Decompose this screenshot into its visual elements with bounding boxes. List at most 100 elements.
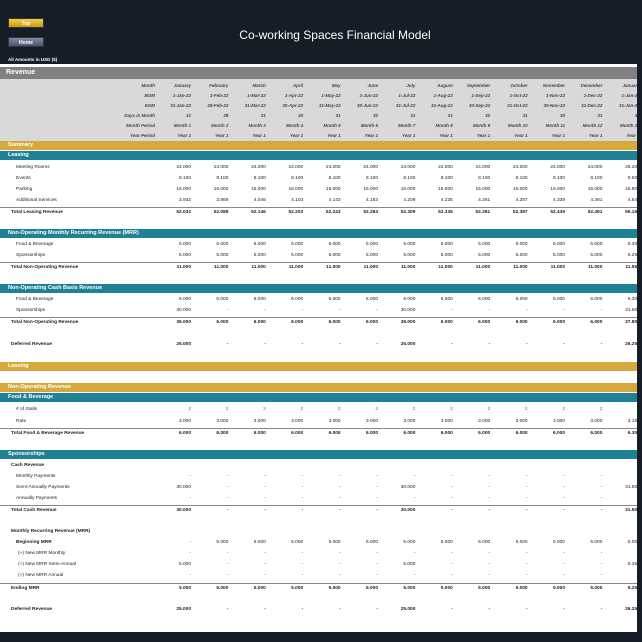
value-cell[interactable]: - — [451, 342, 453, 347]
value-cell[interactable]: 24.000 — [400, 165, 416, 170]
value-cell[interactable]: 52.243 — [325, 210, 341, 215]
value-cell[interactable]: 2 — [188, 407, 191, 412]
value-cell[interactable]: - — [563, 485, 565, 490]
value-cell[interactable]: 6.000 — [478, 297, 491, 302]
value-cell[interactable]: - — [563, 562, 565, 567]
value-cell[interactable]: 6.000 — [552, 431, 565, 436]
value-cell[interactable]: - — [600, 472, 640, 481]
value-cell[interactable]: 4.103 — [291, 198, 304, 203]
value-cell[interactable]: 25.000 — [176, 607, 191, 612]
value-cell[interactable]: - — [563, 551, 565, 556]
value-cell[interactable]: - — [226, 607, 229, 612]
value-cell[interactable]: - — [563, 474, 565, 479]
value-cell[interactable]: - — [488, 342, 491, 347]
value-cell[interactable]: 6.000 — [328, 297, 341, 302]
value-cell[interactable]: 5.000 — [440, 540, 453, 545]
value-cell[interactable]: - — [600, 573, 603, 578]
value-cell[interactable]: 4.046 — [253, 198, 266, 203]
value-cell[interactable]: - — [264, 607, 266, 612]
value-cell[interactable]: - — [301, 485, 304, 490]
value-cell[interactable]: - — [376, 607, 378, 612]
value-cell[interactable]: - — [488, 562, 491, 567]
value-cell[interactable]: - — [301, 573, 304, 578]
value-cell[interactable]: 11.000 — [251, 265, 266, 270]
value-cell[interactable]: - — [264, 496, 266, 501]
value-cell[interactable]: 11.550 — [625, 265, 640, 270]
value-cell[interactable]: - — [525, 496, 528, 501]
value-cell[interactable]: 6.000 — [590, 297, 603, 302]
value-cell[interactable]: 31.500 — [625, 308, 640, 313]
value-cell[interactable]: 2 — [375, 407, 378, 412]
value-cell[interactable]: 5.000 — [403, 540, 416, 545]
value-cell[interactable]: 2 — [562, 407, 565, 412]
value-cell[interactable]: 6.300 — [627, 242, 640, 247]
value-cell[interactable]: 24.000 — [251, 165, 266, 170]
value-cell[interactable]: - — [488, 485, 491, 490]
value-cell[interactable]: 31.500 — [625, 485, 640, 490]
value-cell[interactable]: - — [600, 474, 603, 479]
value-cell[interactable]: 5.000 — [365, 586, 378, 591]
value-cell[interactable]: 52.089 — [213, 210, 229, 215]
value-cell[interactable]: 25.000 — [400, 342, 416, 347]
value-cell[interactable]: 30.000 — [400, 508, 416, 513]
value-cell[interactable]: - — [189, 474, 191, 479]
value-cell[interactable]: - — [525, 474, 528, 479]
value-cell[interactable]: 6.000 — [328, 320, 341, 325]
value-cell[interactable]: - — [451, 508, 453, 513]
value-cell[interactable]: 16.000 — [363, 187, 378, 192]
value-cell[interactable]: - — [301, 551, 304, 556]
value-cell[interactable]: 5.000 — [291, 586, 304, 591]
value-cell[interactable]: 8.100 — [515, 176, 528, 181]
value-cell[interactable]: 4.261 — [478, 198, 491, 203]
value-cell[interactable]: 3.000 — [403, 419, 416, 424]
value-cell[interactable]: 5.000 — [478, 586, 491, 591]
value-cell[interactable]: - — [525, 573, 528, 578]
value-cell[interactable]: 2 — [225, 407, 229, 412]
value-cell[interactable]: - — [264, 562, 266, 567]
value-cell[interactable]: - — [451, 573, 453, 578]
value-cell[interactable]: 5.000 — [216, 586, 229, 591]
value-cell[interactable]: 3.000 — [291, 419, 304, 424]
value-cell[interactable]: - — [413, 496, 416, 501]
value-cell[interactable]: - — [413, 573, 416, 578]
value-cell[interactable]: - — [563, 508, 565, 513]
value-cell[interactable]: 6.000 — [440, 431, 453, 436]
value-cell[interactable]: 5.000 — [253, 253, 266, 258]
value-cell[interactable]: - — [264, 508, 266, 513]
value-cell[interactable]: - — [488, 308, 491, 313]
value-cell[interactable]: 6.000 — [291, 431, 304, 436]
value-cell[interactable]: 5.000 — [627, 540, 640, 545]
value-cell[interactable]: 36.000 — [400, 320, 416, 325]
value-cell[interactable]: 5.000 — [178, 253, 191, 258]
value-cell[interactable]: 2 — [450, 407, 453, 412]
value-cell[interactable]: - — [525, 562, 528, 567]
value-cell[interactable]: - — [338, 562, 341, 567]
value-cell[interactable]: 3.932 — [178, 198, 191, 203]
value-cell[interactable]: 4.287 — [515, 198, 528, 203]
value-cell[interactable]: 5.000 — [178, 562, 191, 567]
value-cell[interactable]: - — [189, 496, 191, 501]
value-cell[interactable]: 24.000 — [550, 165, 565, 170]
value-cell[interactable]: 5.000 — [365, 253, 378, 258]
value-cell[interactable]: 6.000 — [253, 297, 266, 302]
value-cell[interactable]: 5.000 — [478, 253, 491, 258]
value-cell[interactable]: 16.000 — [400, 187, 416, 192]
value-cell[interactable]: 2 — [412, 407, 416, 412]
value-cell[interactable]: 5.000 — [365, 540, 378, 545]
value-cell[interactable]: - — [525, 308, 528, 313]
value-cell[interactable]: 6.000 — [552, 242, 565, 247]
value-cell[interactable]: 6.000 — [515, 297, 528, 302]
value-cell[interactable]: - — [525, 485, 528, 490]
value-cell[interactable]: 6.300 — [627, 431, 640, 436]
value-cell[interactable]: 5.000 — [515, 540, 528, 545]
value-cell[interactable]: 6.000 — [403, 297, 416, 302]
value-cell[interactable]: - — [226, 485, 229, 490]
value-cell[interactable]: - — [451, 308, 453, 313]
value-cell[interactable]: 8.100 — [178, 176, 191, 181]
value-cell[interactable]: 6.000 — [403, 242, 416, 247]
value-cell[interactable]: - — [488, 474, 491, 479]
value-cell[interactable]: 5.000 — [552, 253, 565, 258]
value-cell[interactable]: 2 — [487, 407, 491, 412]
value-cell[interactable]: 52.146 — [251, 210, 266, 215]
value-cell[interactable]: - — [264, 474, 266, 479]
